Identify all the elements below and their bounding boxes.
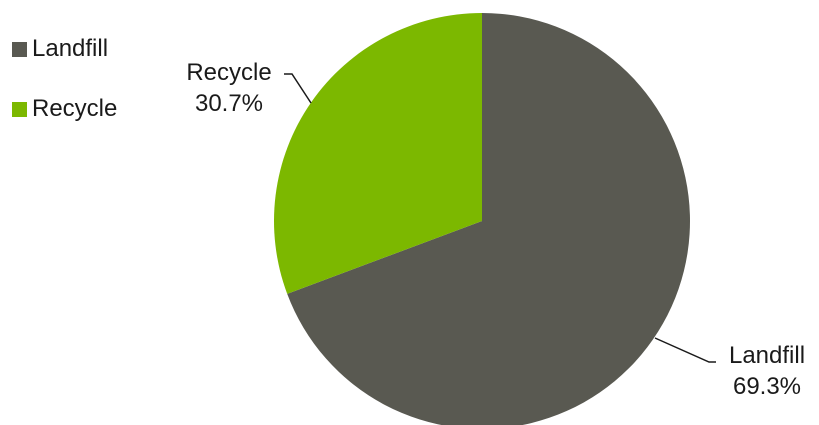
legend-label-recycle: Recycle — [32, 95, 118, 122]
leader-line-landfill — [654, 337, 716, 363]
slice-category-label-recycle: Recycle — [186, 59, 271, 86]
legend-item-recycle: Recycle — [12, 94, 117, 124]
legend-item-landfill: Landfill — [12, 34, 117, 64]
legend-swatch-recycle — [12, 101, 27, 117]
legend: Landfill Recycle — [12, 34, 117, 154]
legend-label-landfill: Landfill — [32, 35, 109, 62]
pie-slice-landfill — [287, 13, 690, 425]
slice-category-label-landfill: Landfill — [729, 342, 805, 369]
legend-swatch-landfill — [12, 41, 27, 57]
slice-value-label-landfill: 69.3% — [733, 373, 801, 400]
leader-line-recycle — [284, 73, 312, 104]
slice-value-label-recycle: 30.7% — [195, 90, 263, 117]
pie-slice-recycle — [274, 13, 482, 294]
